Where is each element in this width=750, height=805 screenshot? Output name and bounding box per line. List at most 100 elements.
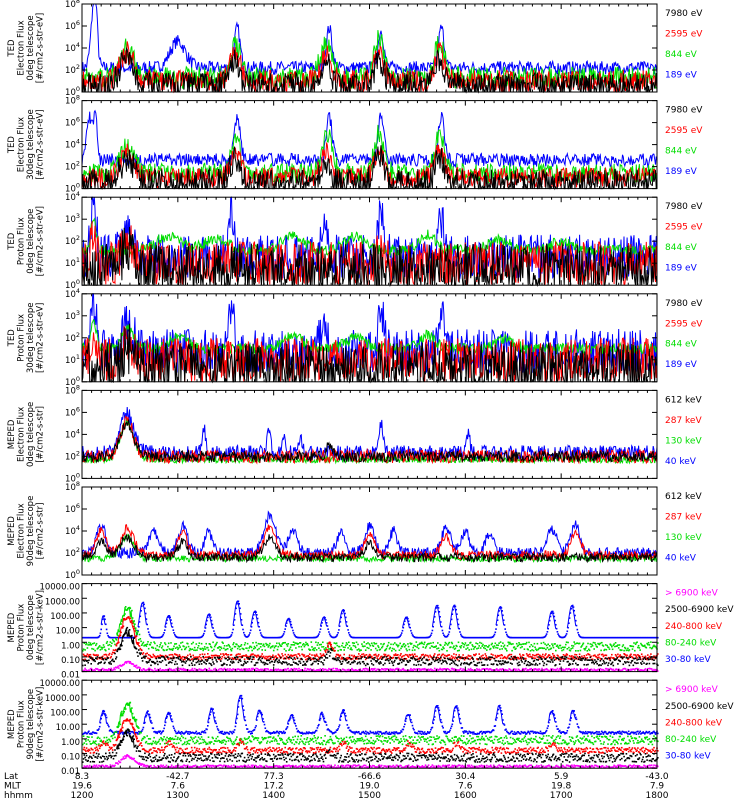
data-point: [231, 654, 233, 656]
data-point: [202, 656, 204, 658]
data-point: [180, 733, 182, 735]
data-point: [586, 654, 588, 656]
data-point: [472, 644, 474, 646]
data-point: [373, 664, 375, 666]
data-point: [350, 658, 352, 660]
data-point: [645, 658, 647, 660]
data-point: [372, 658, 374, 660]
data-point: [577, 642, 579, 644]
data-point: [371, 663, 373, 665]
data-point: [442, 659, 444, 661]
data-point: [422, 646, 424, 648]
data-point: [192, 648, 194, 650]
data-point: [575, 650, 577, 652]
data-point: [146, 645, 148, 647]
data-point: [241, 664, 243, 666]
y-tick-label: 100: [65, 568, 80, 581]
data-point: [84, 664, 86, 666]
data-point: [367, 642, 369, 644]
data-point: [159, 646, 161, 648]
data-point: [442, 630, 444, 632]
data-point: [108, 648, 110, 650]
data-point: [286, 662, 288, 664]
data-point: [229, 646, 231, 648]
data-point: [363, 641, 365, 643]
data-point: [145, 655, 147, 657]
data-point: [155, 662, 157, 664]
data-point: [261, 669, 263, 671]
data-point: [87, 660, 89, 662]
data-point: [536, 654, 538, 656]
data-point: [527, 669, 529, 671]
data-point: [544, 648, 546, 650]
data-point: [339, 669, 341, 671]
data-point: [311, 646, 313, 648]
data-point: [284, 662, 286, 664]
data-point: [263, 656, 265, 658]
data-point: [301, 649, 303, 651]
data-point: [577, 629, 579, 631]
data-point: [414, 653, 416, 655]
data-point: [632, 660, 634, 662]
data-point: [601, 642, 603, 644]
data-point: [452, 668, 454, 670]
data-point: [449, 654, 451, 656]
data-point: [552, 653, 554, 655]
y-tick-label: 102: [65, 331, 80, 344]
data-point: [484, 645, 486, 647]
data-point: [245, 662, 247, 664]
data-point: [458, 656, 460, 658]
legend-entry: 844 eV: [665, 50, 698, 60]
data-point: [611, 654, 613, 656]
data-point: [458, 650, 460, 652]
data-point: [153, 728, 155, 730]
data-point: [419, 660, 421, 662]
data-point: [437, 654, 439, 656]
data-point: [243, 632, 245, 634]
data-point: [258, 643, 260, 645]
data-point: [214, 646, 216, 648]
y-axis-label-line: 90deg telescope: [26, 496, 36, 567]
data-point: [197, 647, 199, 649]
data-point: [255, 664, 257, 666]
data-point: [384, 663, 386, 665]
data-point: [92, 643, 94, 645]
data-point: [433, 656, 435, 658]
data-point: [188, 731, 190, 733]
data-point: [477, 662, 479, 664]
data-point: [547, 631, 549, 633]
data-point: [506, 650, 508, 652]
data-point: [170, 658, 172, 660]
data-point: [261, 661, 263, 663]
data-point: [614, 646, 616, 648]
data-point: [538, 656, 540, 658]
data-point: [537, 659, 539, 661]
data-point: [191, 643, 193, 645]
y-axis-label-line: [#/cm2-s-str]: [36, 503, 46, 560]
data-point: [481, 664, 483, 666]
data-point: [219, 655, 221, 657]
data-point: [305, 664, 307, 666]
data-point: [516, 643, 518, 645]
data-point: [456, 669, 458, 671]
data-point: [273, 650, 275, 652]
data-point: [84, 660, 86, 662]
data-point: [232, 648, 234, 650]
data-point: [440, 657, 442, 659]
data-point: [534, 643, 536, 645]
data-point: [163, 730, 165, 732]
data-point: [518, 642, 520, 644]
data-point: [564, 656, 566, 658]
data-point: [325, 669, 327, 671]
data-point: [449, 664, 451, 666]
data-point: [523, 654, 525, 656]
data-point: [506, 658, 508, 660]
data-point: [147, 641, 149, 643]
data-point: [272, 645, 274, 647]
data-point: [553, 657, 555, 659]
data-point: [251, 647, 253, 649]
data-point: [205, 648, 207, 650]
data-point: [590, 646, 592, 648]
data-point: [320, 650, 322, 652]
data-point: [450, 659, 452, 661]
